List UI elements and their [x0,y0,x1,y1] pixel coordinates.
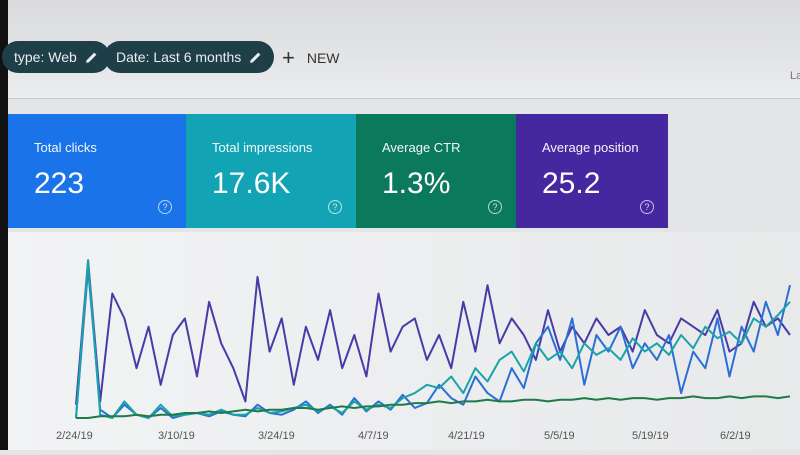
plus-icon: + [282,45,295,70]
new-filter-button[interactable]: + NEW [282,45,340,70]
x-tick-label: 5/19/19 [632,430,669,442]
new-label: NEW [306,50,340,66]
filter-bar: type: Web Date: Last 6 months + NEW La [2,0,800,99]
screen-bezel [0,0,8,450]
series-line-clicks [75,267,791,419]
help-icon[interactable]: ? [328,200,342,214]
card-value: 25.2 [542,167,601,200]
x-tick-label: 3/10/19 [158,430,195,442]
card-average-ctr[interactable]: Average CTR 1.3% ? [356,114,516,228]
truncated-label: La [790,70,800,82]
filter-chip-label: Date: Last 6 months [116,49,242,65]
card-total-clicks[interactable]: Total clicks 223 ? [8,114,186,228]
x-tick-label: 5/5/19 [544,430,575,442]
x-tick-label: 6/2/19 [720,430,751,442]
series-line-ctr [76,395,791,419]
card-label: Total impressions [212,140,313,155]
help-icon[interactable]: ? [488,200,502,214]
help-icon[interactable]: ? [640,200,654,214]
card-average-position[interactable]: Average position 25.2 ? [516,114,668,228]
metric-cards: Total clicks 223 ? Total impressions 17.… [8,114,668,228]
help-icon[interactable]: ? [158,200,172,214]
card-total-impressions[interactable]: Total impressions 17.6K ? [186,114,356,228]
pencil-icon [85,52,97,63]
x-tick-label: 4/21/19 [448,430,485,442]
card-label: Average CTR [382,140,461,155]
card-value: 223 [34,167,85,200]
x-tick-label: 2/24/19 [56,430,93,442]
card-label: Average position [542,140,639,155]
x-tick-label: 4/7/19 [358,430,389,442]
card-label: Total clicks [34,140,97,155]
chart-svg [75,259,791,419]
series-line-position [75,259,791,405]
x-tick-label: 3/24/19 [258,430,295,442]
filter-chip-label: type: Web [14,49,77,65]
filter-chip-date[interactable]: Date: Last 6 months [104,41,275,73]
performance-chart: 2/24/19 3/10/19 3/24/19 4/7/19 4/21/19 5/5/19… [8,232,800,450]
card-value: 17.6K [212,167,291,200]
pencil-icon [250,52,261,63]
filter-chip-search-type[interactable]: type: Web [2,41,110,73]
card-value: 1.3% [382,167,451,200]
